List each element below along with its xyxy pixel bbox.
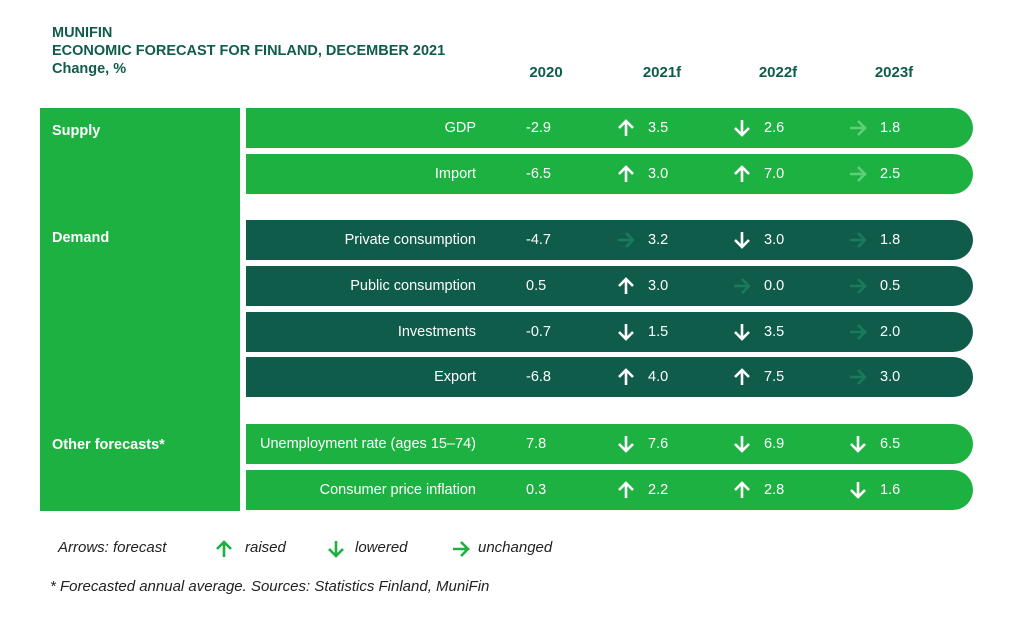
- value-2023f: 3.0: [880, 369, 901, 385]
- value-2022f: 7.0: [764, 166, 785, 182]
- arrow-right-icon: [850, 232, 867, 248]
- table-row: Export -6.8 4.0 7.5 3.0: [246, 357, 973, 397]
- legend-intro: Arrows: forecast: [58, 539, 167, 556]
- category-panel: [40, 108, 240, 511]
- table-row: Import -6.5 3.0 7.0 2.5: [246, 154, 973, 194]
- column-header-2023f: 2023f: [874, 64, 914, 81]
- column-header-2020: 2020: [529, 64, 563, 81]
- table-row: Unemployment rate (ages 15–74) 7.8 7.6 6.9 6…: [246, 424, 973, 464]
- arrow-up-icon: [216, 540, 232, 557]
- arrow-up-icon: [618, 277, 634, 294]
- arrow-up-icon: [734, 368, 750, 385]
- value-2022f: 2.8: [764, 482, 785, 498]
- arrow-right-icon: [453, 541, 470, 557]
- value-2021f: 4.0: [648, 369, 669, 385]
- value-2022f: 2.6: [764, 120, 785, 136]
- value-2021f: 3.2: [648, 232, 669, 248]
- value-2020: -6.5: [526, 166, 551, 182]
- value-2022f: 0.0: [764, 278, 785, 294]
- value-2021f: 2.2: [648, 482, 669, 498]
- value-2020: -6.8: [526, 369, 551, 385]
- value-2020: 0.5: [526, 278, 547, 294]
- footnote: * Forecasted annual average. Sources: St…: [50, 578, 490, 595]
- value-2021f: 7.6: [648, 436, 669, 452]
- column-header-2021f: 2021f: [642, 64, 682, 81]
- arrow-down-icon: [618, 324, 634, 341]
- arrow-up-icon: [618, 119, 634, 136]
- arrow-right-icon: [618, 232, 635, 248]
- row-label: Public consumption: [350, 278, 476, 294]
- title-unit: Change, %: [52, 61, 127, 77]
- row-label: Investments: [397, 324, 476, 340]
- column-header-2022f: 2022f: [758, 64, 798, 81]
- table-row: Public consumption 0.5 3.0 0.0 0.5: [246, 266, 973, 306]
- arrow-down-icon: [618, 436, 634, 453]
- arrow-down-icon: [850, 482, 866, 499]
- arrow-down-icon: [734, 232, 750, 249]
- arrow-up-icon: [618, 368, 634, 385]
- arrow-up-icon: [618, 165, 634, 182]
- legend-raised: raised: [245, 539, 286, 556]
- value-2023f: 6.5: [880, 436, 901, 452]
- arrow-down-icon: [850, 436, 866, 453]
- category-supply: Supply: [52, 123, 101, 139]
- value-2023f: 2.5: [880, 166, 901, 182]
- value-2021f: 3.0: [648, 166, 669, 182]
- value-2021f: 3.5: [648, 120, 669, 136]
- value-2020: 7.8: [526, 436, 547, 452]
- arrow-down-icon: [734, 324, 750, 341]
- legend-unchanged: unchanged: [478, 539, 553, 556]
- chart-title-block: MUNIFIN ECONOMIC FORECAST FOR FINLAND, D…: [52, 24, 445, 78]
- arrow-right-icon: [850, 120, 867, 136]
- arrow-down-icon: [328, 541, 344, 558]
- arrow-right-icon: [850, 278, 867, 294]
- value-2022f: 3.0: [764, 232, 785, 248]
- row-label: Import: [434, 166, 476, 182]
- arrow-up-icon: [734, 481, 750, 498]
- value-2020: -4.7: [526, 232, 551, 248]
- arrow-right-icon: [734, 278, 751, 294]
- value-2023f: 1.8: [880, 232, 901, 248]
- title-brand: MUNIFIN: [52, 25, 113, 41]
- arrow-right-icon: [850, 166, 867, 182]
- category-other-forecasts: Other forecasts*: [52, 437, 165, 453]
- arrow-up-icon: [618, 481, 634, 498]
- value-2023f: 2.0: [880, 324, 901, 340]
- arrow-down-icon: [734, 120, 750, 137]
- value-2023f: 1.6: [880, 482, 901, 498]
- value-2022f: 7.5: [764, 369, 785, 385]
- value-2021f: 1.5: [648, 324, 669, 340]
- title-main: ECONOMIC FORECAST FOR FINLAND, DECEMBER …: [52, 43, 446, 59]
- category-demand: Demand: [52, 230, 110, 246]
- row-label: Consumer price inflation: [319, 482, 476, 498]
- row-label: Export: [434, 369, 476, 385]
- arrow-down-icon: [734, 436, 750, 453]
- table-row: Private consumption -4.7 3.2 3.0 1.8: [246, 220, 973, 260]
- value-2020: -0.7: [526, 324, 551, 340]
- table-row: Investments -0.7 1.5 3.5 2.0: [246, 312, 973, 352]
- row-label: Unemployment rate (ages 15–74): [259, 436, 476, 452]
- value-2021f: 3.0: [648, 278, 669, 294]
- value-2023f: 0.5: [880, 278, 901, 294]
- arrow-right-icon: [850, 369, 867, 385]
- value-2023f: 1.8: [880, 120, 901, 136]
- value-2022f: 3.5: [764, 324, 785, 340]
- value-2020: 0.3: [526, 482, 547, 498]
- value-2022f: 6.9: [764, 436, 785, 452]
- legend-lowered: lowered: [355, 539, 408, 556]
- row-label: GDP: [444, 120, 476, 136]
- table-row: Consumer price inflation 0.3 2.2 2.8 1.6: [246, 470, 973, 510]
- value-2020: -2.9: [526, 120, 551, 136]
- row-label: Private consumption: [344, 232, 476, 248]
- table-row: GDP -2.9 3.5 2.6 1.8: [246, 108, 973, 148]
- arrow-right-icon: [850, 324, 867, 340]
- arrow-up-icon: [734, 165, 750, 182]
